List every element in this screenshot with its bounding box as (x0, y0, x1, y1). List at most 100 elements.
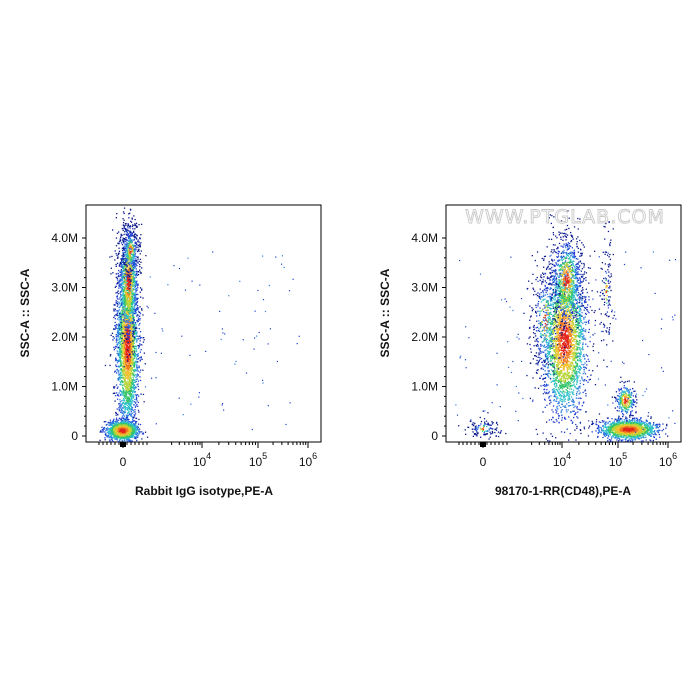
event-dot-main-column (133, 257, 135, 259)
event-dot-main-column (115, 414, 117, 416)
event-dot-main-column (137, 314, 139, 316)
event-dot-main-column (116, 291, 118, 293)
event-dot-main-column (129, 325, 131, 327)
event-dot-main-column (136, 297, 138, 300)
event-dot-main-column (120, 266, 122, 268)
event-dot-main-column (126, 277, 128, 279)
event-dot-main-column (120, 360, 122, 362)
event-dot-main-column (129, 365, 132, 367)
event-dot-main-column (132, 303, 134, 305)
event-dot-main-column (128, 289, 131, 291)
event-dot-main-column (126, 393, 128, 396)
event-dot-main-column (129, 317, 131, 319)
event-dot-main-column (121, 391, 123, 393)
event-dot-main-column (134, 289, 136, 291)
event-dot-main-column (130, 388, 132, 390)
event-dot-main-column (124, 312, 126, 314)
event-dot-debris (110, 435, 112, 437)
event-dot-main-column (124, 297, 126, 299)
event-dot-main-column (130, 266, 133, 269)
event-dot-main-column (125, 341, 127, 343)
event-dot-main-column (133, 282, 135, 284)
event-dot-main-column (118, 360, 121, 362)
event-dot-main-column (132, 292, 134, 294)
event-dot-main-column (129, 393, 131, 395)
event-dot-main-column (117, 293, 119, 295)
event-dot-main-column (129, 377, 131, 379)
event-dot-main-column (130, 396, 133, 398)
event-dot-main-column (128, 410, 130, 412)
event-dot-main-column (123, 395, 125, 398)
event-dot-main-column (135, 268, 137, 270)
event-dot-main-column (131, 356, 133, 358)
event-dot-main-column (128, 319, 130, 321)
event-dot-main-column (133, 353, 135, 355)
event-dot-main-column (122, 316, 124, 318)
event-dot-main-column (125, 358, 127, 360)
event-dot-main-column (127, 350, 129, 353)
event-dot-debris (107, 422, 109, 424)
event-dot-main-column (119, 278, 121, 280)
event-dot-main-column (126, 402, 129, 404)
event-dot-main-column (134, 286, 136, 289)
event-dot-main-column (125, 253, 127, 255)
event-dot-main-column (132, 346, 134, 349)
event-dot-main-column (128, 357, 130, 359)
event-dot-main-column (127, 349, 129, 351)
event-dot-main-column (139, 319, 141, 321)
event-dot-main-column (125, 325, 127, 327)
event-dot-main-column (123, 296, 125, 298)
event-dot-main-column (136, 226, 138, 228)
event-dot-main-column (115, 292, 117, 294)
event-dot-debris (125, 419, 127, 421)
event-dot-main-column (131, 319, 133, 321)
event-dot-main-column (126, 342, 128, 345)
event-dot-main-column (117, 378, 120, 380)
event-dot-main-column (134, 390, 136, 393)
event-dot-main-column (133, 351, 136, 353)
event-dot-main-column (119, 296, 121, 299)
event-dot-main-column (126, 246, 128, 248)
event-dot-main-column (128, 398, 130, 400)
event-dot-main-column (123, 314, 125, 316)
event-dot-main-column (116, 279, 119, 281)
event-dot-main-column (131, 390, 133, 393)
event-dot-main-column (122, 406, 124, 409)
event-dot-debris (142, 432, 144, 434)
event-dot-main-column (129, 271, 131, 273)
event-dot-main-column (133, 339, 135, 341)
event-dot-main-column (128, 400, 130, 402)
event-dot-main-column (136, 358, 138, 360)
event-dot-main-column (131, 254, 133, 256)
event-dot-main-column (121, 282, 123, 284)
event-dot-main-column (137, 317, 139, 319)
event-dot-main-column (124, 280, 126, 282)
event-dot-main-column (118, 324, 120, 326)
event-dot-main-column (126, 356, 128, 358)
event-dot-main-column (126, 252, 128, 255)
event-dot-main-column (126, 229, 128, 231)
event-dot-main-column (117, 333, 120, 335)
event-dot-main-column (135, 263, 137, 265)
event-dot-main-column (115, 336, 117, 338)
event-dot-main-column (126, 347, 128, 349)
event-dot-main-column (119, 314, 121, 316)
event-dot-main-column (132, 261, 134, 263)
event-dot-main-column (127, 333, 129, 335)
event-dot-main-column (131, 401, 133, 403)
event-dot-main-column (132, 269, 134, 271)
event-dot-main-column (128, 364, 131, 366)
event-dot-main-column (130, 363, 132, 365)
event-dot-main-column (130, 296, 132, 298)
event-dot-main-column (121, 307, 124, 309)
event-dot-debris (129, 436, 132, 439)
event-dot-main-column (129, 295, 131, 297)
event-dot-main-column (132, 323, 134, 325)
event-dot-main-column (135, 284, 137, 286)
event-dot-main-column (120, 318, 122, 320)
event-dot-main-column (122, 370, 124, 373)
event-dot-main-column (121, 381, 124, 384)
event-dot-main-column (136, 305, 139, 307)
event-dot-main-column (139, 245, 141, 247)
event-dot-main-column (131, 393, 133, 395)
